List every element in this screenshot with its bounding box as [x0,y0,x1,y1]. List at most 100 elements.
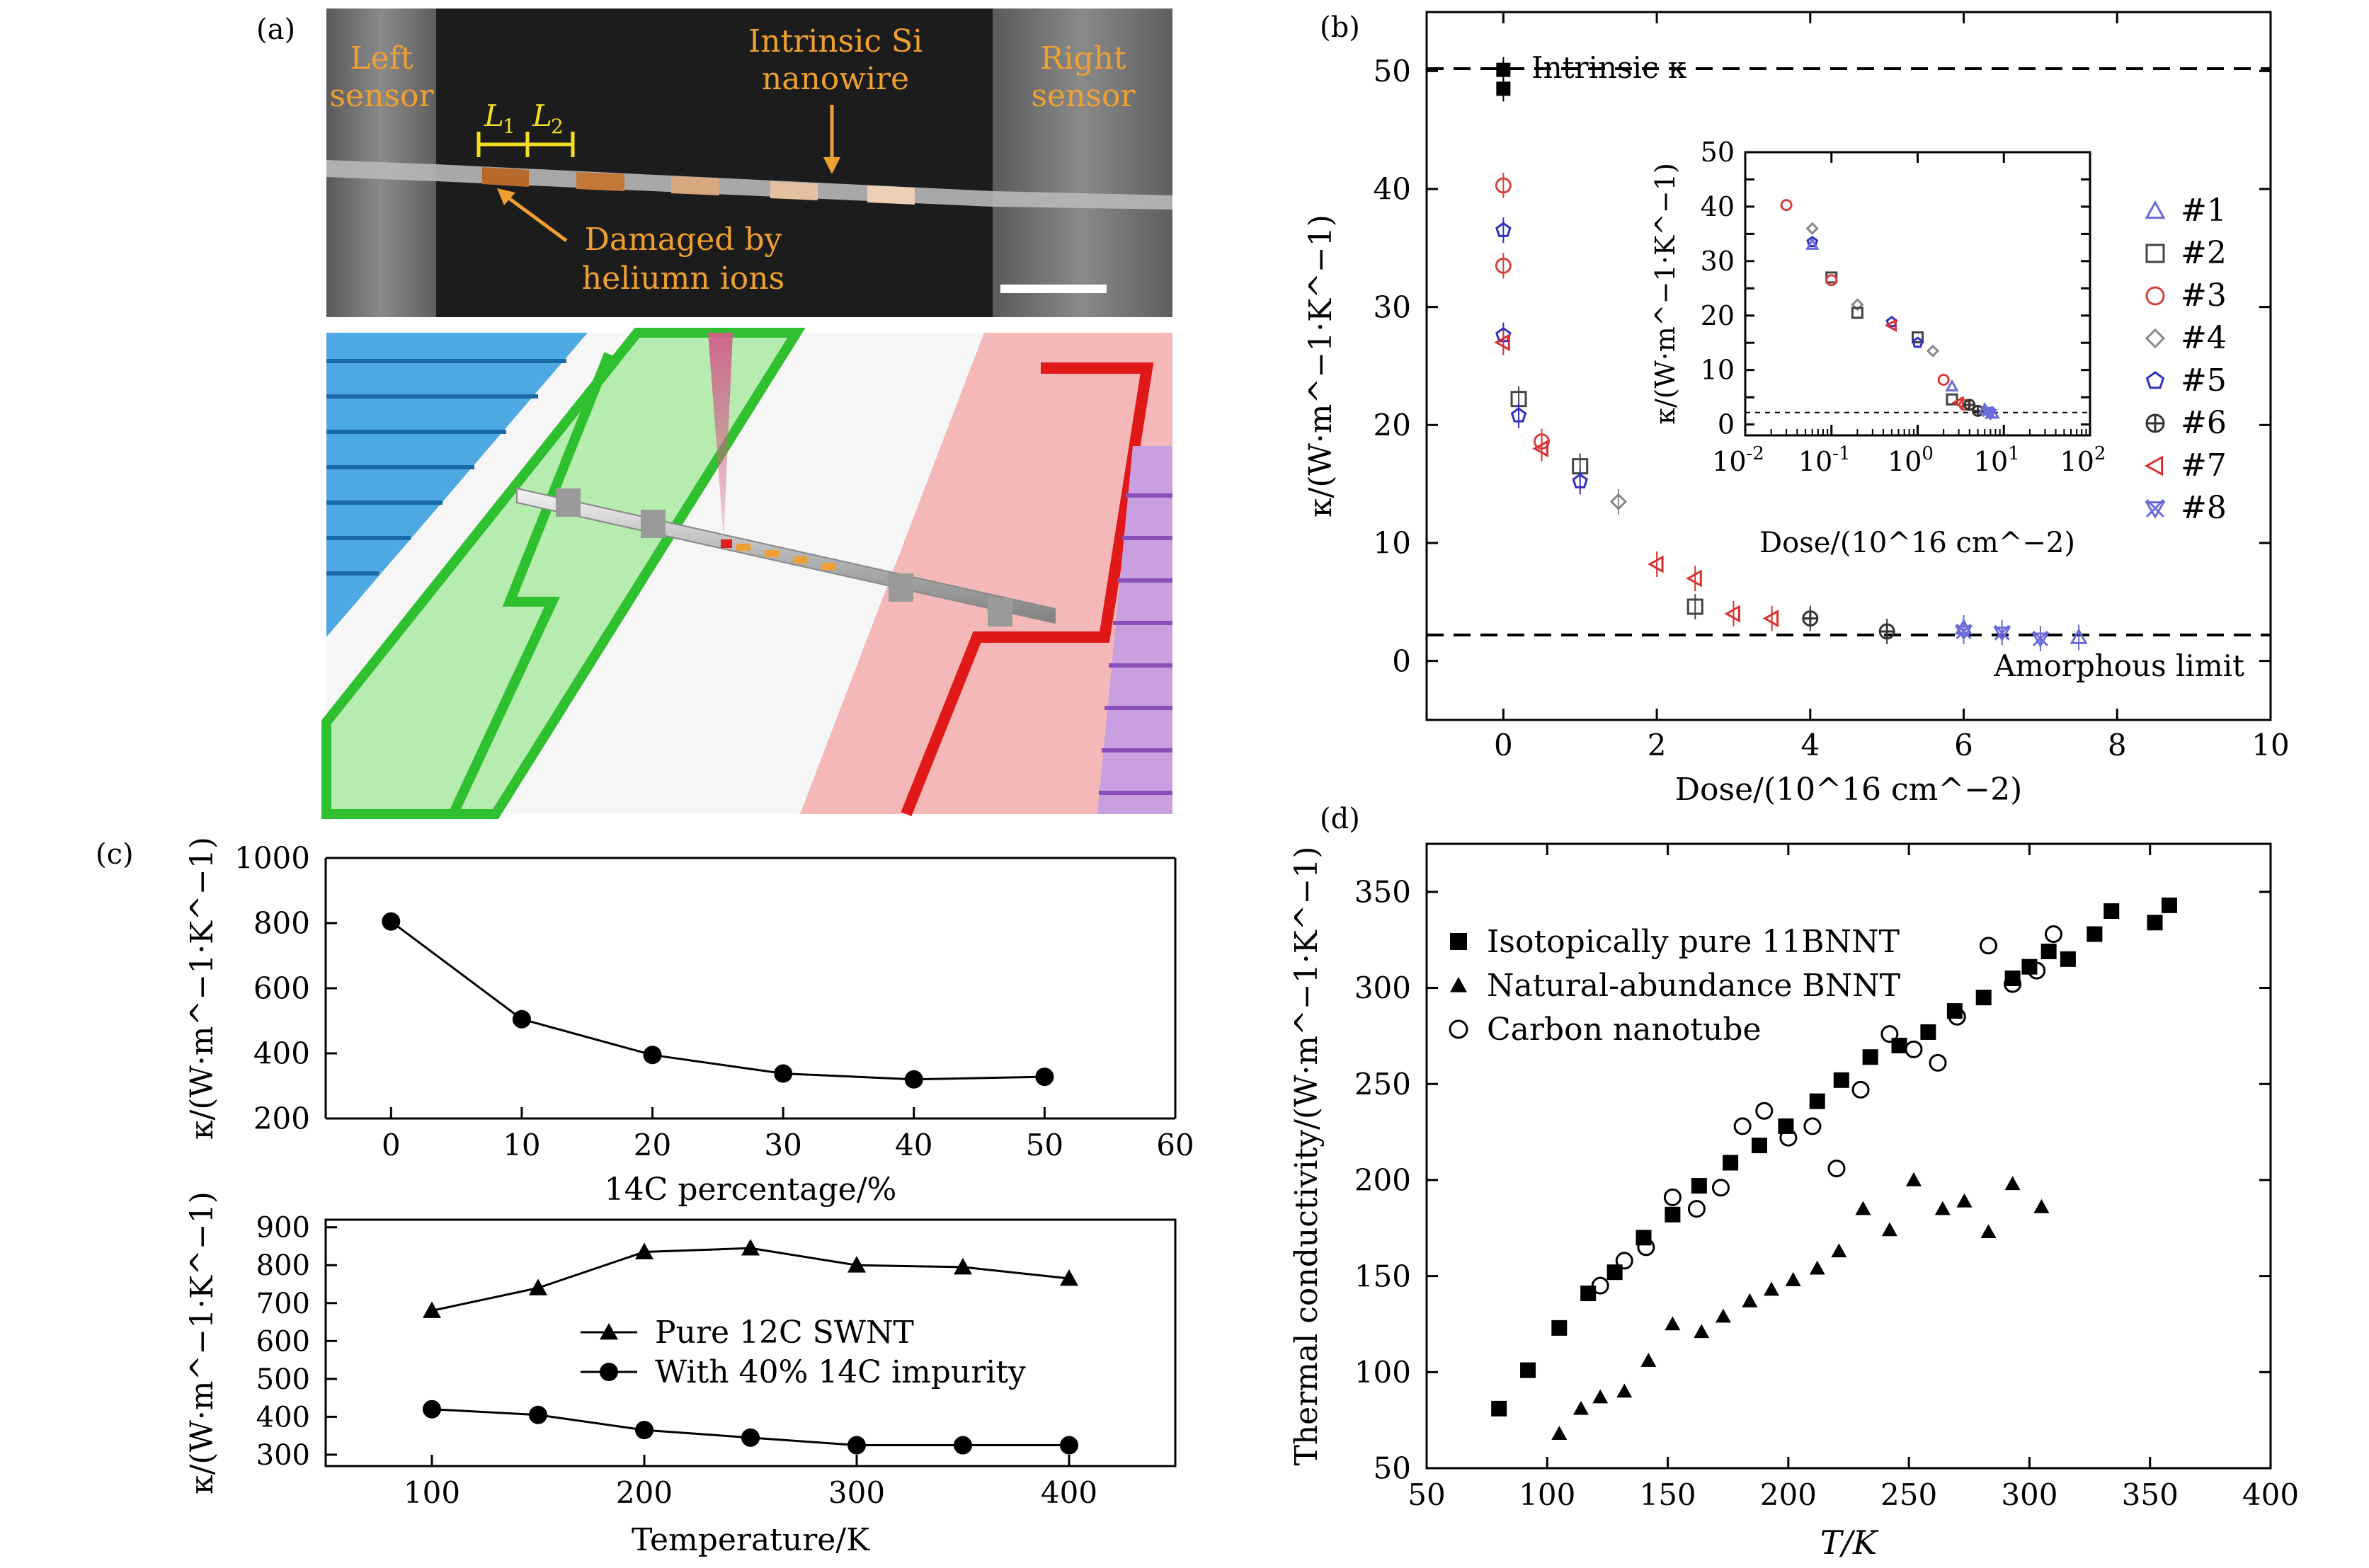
panel-label-d: (d) [1320,803,1360,835]
chart-b-ytick-label: 40 [1374,172,1411,207]
data-point [2004,1176,2021,1191]
data-point [1591,1276,1609,1295]
device-schematic [321,328,1172,819]
data-point [1755,1101,1774,1120]
data-point [635,1421,653,1440]
data-point [1496,62,1511,77]
chart-b-ytick-label: 10 [1374,526,1411,561]
data-point [512,1009,531,1029]
l1-subscript: 1 [503,115,515,138]
data-point [1615,1252,1633,1270]
data-point [1956,1193,1973,1208]
inset-ytick-label: 20 [1701,300,1735,331]
chart-cb-ytick-label: 900 [256,1212,310,1244]
data-point [1663,1188,1682,1206]
legend-label: #7 [2181,447,2227,483]
inset-data-point [1851,307,1863,319]
sem-micrograph: Left sensor Right sensor Intrinsic Si na… [326,8,1172,317]
chart-d-xlabel: T/K [1820,1523,1879,1562]
chart-cb-xtick-label: 200 [616,1475,673,1510]
legend-marker [2145,286,2165,306]
data-point [1878,623,1895,640]
chart-cb-ytick-label: 300 [256,1439,310,1472]
data-point [1905,1040,1923,1058]
data-point [1665,1206,1681,1223]
data-point [954,1257,972,1275]
nanowire-arrow-head [823,157,840,174]
inset-data-point [1926,344,1940,357]
legend-marker [2145,200,2166,219]
data-point [1060,1269,1078,1286]
right-sensor-region [993,8,1172,317]
chart-d-ytick-label: 100 [1354,1355,1411,1390]
data-point [1686,569,1702,588]
legend-label: #6 [2181,405,2227,441]
legend-marker [2145,244,2165,263]
panel-d-chart: 50 100 150 200 250 300 350 400 50 100 150 200 250 300… [1289,842,2299,1562]
data-point [1948,1007,1966,1026]
data-point [1723,1155,1739,1171]
data-point [1691,1178,1707,1194]
inset-xtick-exponent: 1 [2008,443,2020,464]
data-point [1637,1238,1655,1257]
contact-pad-4 [988,598,1012,626]
data-point [1520,1362,1536,1378]
legend-label: With 40% 14C impurity [655,1354,1026,1390]
legend-marker [1450,977,1467,992]
data-point [1035,1068,1054,1087]
data-point [643,1046,662,1065]
chart-b-ytick-label: 20 [1374,408,1411,442]
data-point [635,1242,653,1259]
chart-ct-xtick-label: 0 [382,1128,401,1162]
left-sensor-outline [321,328,806,819]
left-sensor-label-1: Left [350,40,413,76]
chart-d-ytick-label: 300 [1354,971,1411,1005]
chart-d-ytick-label: 200 [1354,1163,1411,1198]
comb-blue-lines [326,359,566,576]
chart-d-ticks: 50 100 150 200 250 300 350 400 50 100 150 200 250 300… [1354,844,2299,1512]
damaged-segment-3 [671,176,719,195]
data-point [2161,897,2177,913]
inset-xtick-exponent: -1 [1832,443,1850,464]
chart-d-ytick-label: 250 [1354,1067,1411,1101]
inset-data-point [1851,298,1864,311]
data-point [1851,1080,1870,1099]
panel-a: (a) Left sensor Right sensor Intrinsic S… [256,8,1172,819]
chart-d-xtick-label: 400 [2242,1477,2299,1512]
legend-label: Natural-abundance BNNT [1487,968,1900,1004]
data-point [1881,1222,1897,1237]
chart-b-ytick-label: 0 [1392,643,1411,678]
chart-cb-xtick-label: 400 [1041,1475,1097,1510]
damaged-segment-1 [482,167,529,187]
data-point [1687,1200,1706,1218]
data-point [1496,81,1511,96]
chart-d-xtick-label: 350 [2122,1477,2179,1512]
nanowire-label-2: nanowire [762,61,909,97]
inset-data-point [1805,237,1820,250]
chart-cb-ylabel: κ/(W·m^−1·K^−1) [184,1191,220,1494]
series-line [431,1247,1070,1312]
chart-b-points [1494,57,2088,651]
data-point [1495,222,1512,237]
legend-marker [1450,933,1467,950]
inset-ylabel: κ/(W·m^−1·K^−1) [1650,163,1681,425]
data-point [2044,925,2062,944]
chart-cb-frame [324,1218,1177,1467]
chart-ct-xtick-label: 50 [1026,1128,1063,1162]
chart-d-xtick-label: 150 [1639,1477,1696,1512]
legend-marker [2144,455,2164,476]
legend-label: #1 [2181,193,2227,229]
data-point [1551,1320,1568,1336]
inset-data-point [1945,379,1959,391]
data-point [1580,1286,1597,1302]
data-point [1640,1353,1657,1367]
data-point [1665,1316,1681,1331]
legend-marker [2145,498,2166,519]
chart-ct-ytick-label: 400 [253,1036,310,1071]
data-point [1762,610,1779,628]
inset-xtick-label: 100 [1888,443,1934,477]
right-sensor-pad [800,333,1172,814]
